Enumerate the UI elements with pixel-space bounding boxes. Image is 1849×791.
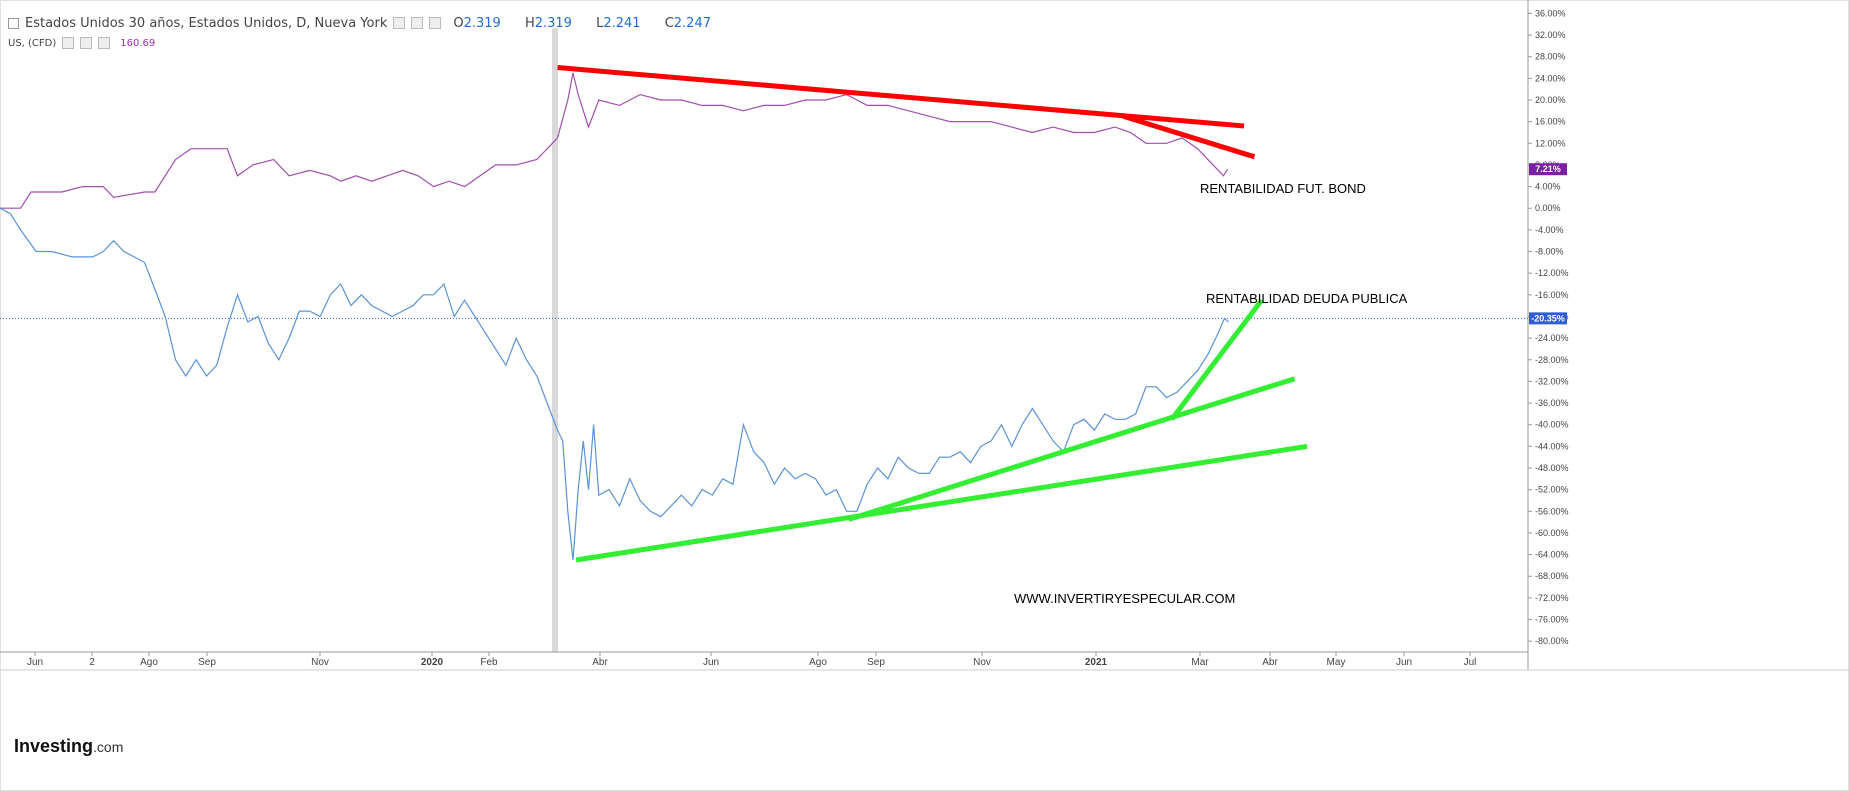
x-tick-label: Jun xyxy=(1396,657,1412,668)
trendline-3 xyxy=(575,443,1308,563)
trendline-5 xyxy=(1169,298,1264,421)
last-value-badge-1 xyxy=(1529,163,1567,176)
remove-icon[interactable] xyxy=(429,17,442,29)
y-tick-label: -32.00% xyxy=(1535,376,1569,386)
hide-icon-2[interactable] xyxy=(80,37,93,49)
x-tick-label: Jun xyxy=(703,657,719,668)
high-value: 2.319 xyxy=(534,15,572,31)
y-tick-label: -8.00% xyxy=(1535,247,1564,257)
x-tick-label: Jul xyxy=(1464,657,1477,668)
remove-icon-2[interactable] xyxy=(98,37,111,49)
annotation-1: RENTABILIDAD FUT. BOND xyxy=(1200,181,1366,196)
y-tick-label: -16.00% xyxy=(1535,290,1569,300)
trendline-2 xyxy=(1122,113,1256,160)
settings-icon[interactable] xyxy=(393,17,406,29)
second-instrument-name: US, (CFD) xyxy=(8,37,57,49)
y-tick-label: 32.00% xyxy=(1535,30,1566,40)
y-tick-label: -36.00% xyxy=(1535,398,1569,408)
second-instrument-value: 160.69 xyxy=(120,37,156,49)
x-tick-label: Feb xyxy=(480,657,498,668)
chart-legend: Estados Unidos 30 años, Estados Unidos, … xyxy=(8,14,731,52)
low-value: 2.241 xyxy=(603,15,641,31)
y-tick-label: -40.00% xyxy=(1535,420,1569,430)
y-tick-label: 0.00% xyxy=(1535,203,1561,213)
hide-icon[interactable] xyxy=(411,17,424,29)
series-line-1 xyxy=(0,72,1229,209)
x-tick-label: 2021 xyxy=(1085,657,1108,668)
instrument-title: Estados Unidos 30 años, Estados Unidos, … xyxy=(25,15,388,31)
last-value-badge-2 xyxy=(1529,312,1567,325)
y-tick-label: -28.00% xyxy=(1535,355,1569,365)
y-tick-label: -76.00% xyxy=(1535,615,1569,625)
x-tick-label: Ago xyxy=(140,657,158,668)
highlight-bar xyxy=(552,28,558,652)
x-tick-label: Sep xyxy=(198,657,216,668)
x-tick-label: Jun xyxy=(27,657,43,668)
y-tick-label: -52.00% xyxy=(1535,485,1569,495)
trendline-4 xyxy=(847,376,1296,522)
settings-icon-2[interactable] xyxy=(62,37,75,49)
y-tick-label: 36.00% xyxy=(1535,8,1566,18)
collapse-icon[interactable] xyxy=(8,17,19,29)
x-tick-label: Sep xyxy=(867,657,885,668)
y-tick-label: 24.00% xyxy=(1535,73,1566,83)
investing-logo: Investing.com xyxy=(14,736,124,756)
ohlc-values: O2.319 H2.319 L2.241 C2.247 xyxy=(453,15,711,31)
x-tick-label: Nov xyxy=(311,657,329,668)
open-value: 2.319 xyxy=(463,15,501,31)
y-tick-label: 28.00% xyxy=(1535,52,1566,62)
last-value-label-1: 7.21% xyxy=(1535,164,1561,174)
y-tick-label: -80.00% xyxy=(1535,636,1569,646)
y-tick-label: 20.00% xyxy=(1535,95,1566,105)
last-value-label-2: -20.35% xyxy=(1531,313,1565,323)
x-tick-label: Abr xyxy=(1262,657,1278,668)
series-line-2 xyxy=(0,207,1229,561)
x-tick-label: 2020 xyxy=(421,657,444,668)
y-tick-label: -72.00% xyxy=(1535,593,1569,603)
y-tick-label: 4.00% xyxy=(1535,182,1561,192)
x-tick-label: Mar xyxy=(1191,657,1209,668)
y-tick-label: -68.00% xyxy=(1535,571,1569,581)
y-tick-label: -44.00% xyxy=(1535,441,1569,451)
y-tick-label: -48.00% xyxy=(1535,463,1569,473)
x-tick-label: Abr xyxy=(592,657,608,668)
y-tick-label: -60.00% xyxy=(1535,528,1569,538)
y-tick-label: -64.00% xyxy=(1535,550,1569,560)
y-tick-label: -56.00% xyxy=(1535,506,1569,516)
y-tick-label: -12.00% xyxy=(1535,268,1569,278)
x-tick-label: 2 xyxy=(89,657,95,668)
y-tick-label: 12.00% xyxy=(1535,138,1566,148)
y-tick-label: -24.00% xyxy=(1535,333,1569,343)
x-tick-label: Ago xyxy=(809,657,827,668)
x-tick-label: May xyxy=(1327,657,1346,668)
close-value: 2.247 xyxy=(673,15,711,31)
annotation-2: RENTABILIDAD DEUDA PUBLICA xyxy=(1206,291,1408,306)
trendline-1 xyxy=(557,65,1245,129)
y-tick-label: -4.00% xyxy=(1535,225,1564,235)
annotation-3: WWW.INVERTIRYESPECULAR.COM xyxy=(1014,591,1235,606)
y-tick-label: 16.00% xyxy=(1535,117,1566,127)
x-tick-label: Nov xyxy=(973,657,991,668)
